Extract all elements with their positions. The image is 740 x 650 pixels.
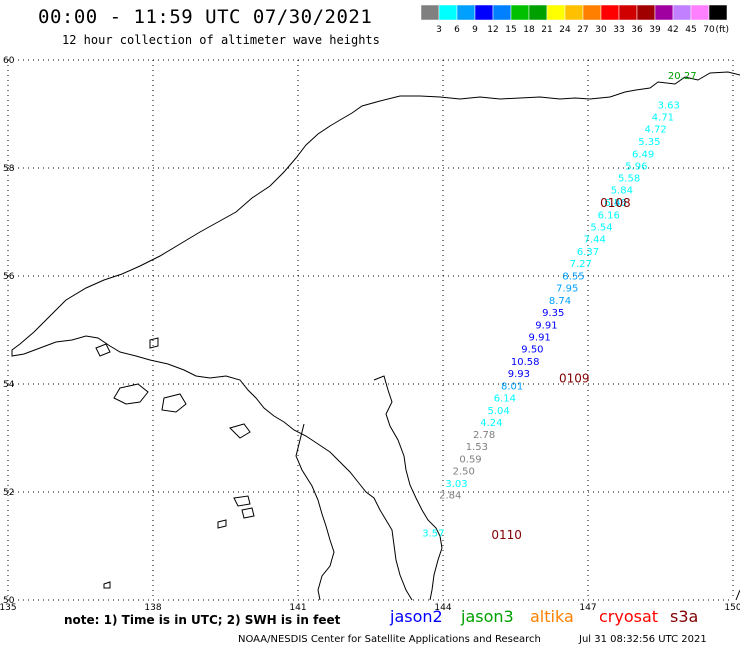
color-scale-label: 12: [487, 25, 498, 35]
color-scale-label: 42: [667, 25, 678, 35]
wave-height-value: 6.49: [632, 149, 654, 160]
map-title: 00:00 - 11:59 UTC 07/30/2021: [38, 6, 373, 28]
wave-height-value: 4.72: [645, 125, 667, 136]
color-scale-label: 24: [559, 25, 571, 35]
color-scale-legend: 3 6 9 12 15 18 21 24 27 30 33 36 39 42 45 70 (ft): [421, 5, 729, 35]
shantar-islands: [95, 337, 251, 439]
color-scale-label: 3: [436, 25, 442, 35]
color-scale-label: 39: [649, 25, 661, 35]
wave-height-value: 4.24: [480, 418, 502, 429]
wave-height-value: 8.74: [549, 296, 571, 307]
longitude-tick-label: 147: [579, 603, 596, 612]
wave-height-value: 6.37: [577, 247, 599, 258]
credit-line: NOAA/NESDIS Center for Satellite Applica…: [238, 634, 541, 645]
small-islets: [103, 495, 255, 589]
color-scale-unit: (ft): [715, 25, 729, 35]
footer-note: note: 1) Time is in UTC; 2) SWH is in fe…: [64, 613, 341, 627]
latitude-tick-label: 54: [3, 380, 15, 390]
kamchatka-coast: [735, 589, 740, 601]
wave-height-value: 7.95: [556, 283, 578, 294]
color-scale-label: 45: [685, 25, 696, 35]
wave-height-value: 9.50: [521, 344, 543, 355]
latitude-tick-label: 50: [3, 596, 15, 606]
wave-height-value: 7.27: [570, 259, 592, 270]
color-scale-label: 70: [703, 25, 715, 35]
wave-height-value: 10.58: [511, 357, 540, 368]
wave-height-value: 1.53: [466, 442, 488, 453]
longitude-tick-label: 144: [434, 603, 451, 612]
latitude-tick-label: 60: [3, 56, 15, 66]
longitude-tick-label: 135: [0, 603, 17, 612]
satellite-name-cryosat: cryosat: [599, 607, 659, 626]
wave-height-value: 9.91: [529, 332, 551, 343]
pass-label: 0108: [600, 196, 631, 210]
satellite-name-jason2: jason2: [390, 607, 443, 626]
wave-height-value: 5.54: [590, 222, 612, 233]
latitude-tick-label: 52: [3, 488, 14, 498]
pass-label: 0109: [559, 372, 590, 386]
color-scale-label: 30: [595, 25, 607, 35]
color-scale-label: 21: [541, 25, 552, 35]
wave-height-value: 9.93: [508, 369, 530, 380]
wave-height-value: 5.96: [625, 161, 647, 172]
wave-height-value: 7.44: [584, 235, 606, 246]
wave-height-value: 5.84: [611, 186, 633, 197]
wave-height-value: 2.50: [453, 466, 475, 477]
color-scale-label: 36: [631, 25, 643, 35]
sakhalin-coastline: [295, 375, 443, 601]
color-scale-label: 18: [523, 25, 535, 35]
longitude-tick-label: 138: [144, 603, 161, 612]
mainland-coastline: [11, 71, 740, 601]
satellite-name-jason3: jason3: [461, 607, 514, 626]
map-gridlines: [7, 59, 734, 601]
wave-height-value: 0.59: [459, 455, 481, 466]
wave-height-value: 5.58: [618, 174, 640, 185]
pass-label: 0110: [491, 528, 522, 542]
color-scale-label: 6: [454, 25, 460, 35]
wave-height-value: 20.27: [668, 71, 697, 82]
wave-height-value: 6.16: [598, 210, 620, 221]
longitude-tick-label: 150: [724, 603, 740, 612]
wave-height-value: 3.57: [422, 529, 444, 540]
color-scale-label: 15: [505, 25, 516, 35]
pass-id-labels: 0108 0109 0110: [491, 196, 630, 542]
generated-timestamp: Jul 31 08:32:56 UTC 2021: [579, 634, 707, 645]
color-scale-label: 9: [472, 25, 478, 35]
wave-height-readings: 20.27 3.63 4.714.725.356.495.96 5.585.846.4…: [422, 71, 696, 539]
color-scale-label: 27: [577, 25, 588, 35]
wave-height-value: 6.46: [604, 198, 626, 209]
wave-height-value: 8.01: [501, 382, 523, 393]
color-scale-label: 33: [613, 25, 624, 35]
latitude-tick-label: 56: [3, 272, 15, 282]
wave-height-value: 5.35: [638, 137, 660, 148]
satellite-name-s3a: s3a: [670, 607, 699, 626]
map-subtitle: 12 hour collection of altimeter wave hei…: [62, 33, 380, 47]
wave-height-value: 8.55: [562, 271, 584, 282]
wave-height-value: 3.03: [445, 479, 467, 490]
wave-height-value: 9.35: [542, 308, 564, 319]
wave-height-value: 4.71: [652, 113, 674, 124]
wave-height-value: 2.84: [439, 491, 461, 502]
wave-height-value: 5.04: [487, 406, 509, 417]
longitude-tick-label: 141: [289, 603, 306, 612]
coastline: [11, 71, 740, 601]
color-scale-swatch: [708, 5, 728, 21]
satellite-name-altika: altika: [530, 607, 574, 626]
wave-height-value: 3.63: [658, 100, 680, 111]
wave-height-value: 6.14: [494, 394, 516, 405]
latitude-tick-label: 58: [3, 164, 15, 174]
wave-height-value: 2.78: [473, 430, 495, 441]
wave-height-value: 6.50: [604, 198, 626, 209]
wave-height-value: 9.91: [535, 321, 557, 332]
